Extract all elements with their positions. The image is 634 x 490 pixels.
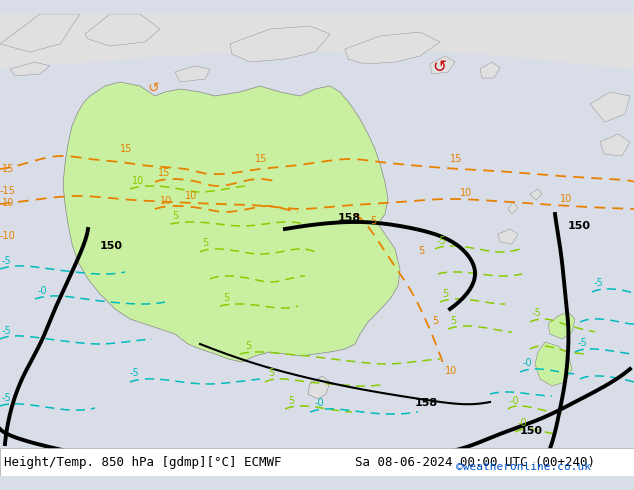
- Polygon shape: [345, 32, 440, 64]
- Text: 10: 10: [445, 366, 457, 376]
- Text: ↺: ↺: [148, 81, 160, 95]
- Text: 5: 5: [172, 211, 178, 221]
- Polygon shape: [10, 62, 50, 76]
- Polygon shape: [308, 376, 330, 399]
- Polygon shape: [175, 66, 210, 82]
- Polygon shape: [0, 14, 80, 52]
- Text: -5: -5: [594, 278, 604, 288]
- Text: 5: 5: [370, 216, 376, 226]
- Text: 15: 15: [158, 168, 171, 178]
- Text: 10: 10: [160, 196, 172, 206]
- Text: -0: -0: [510, 396, 520, 406]
- Text: -0: -0: [315, 398, 325, 408]
- Polygon shape: [498, 229, 518, 244]
- Polygon shape: [548, 312, 575, 339]
- Text: 10: 10: [2, 198, 14, 208]
- Polygon shape: [430, 56, 455, 74]
- Text: 15: 15: [255, 154, 268, 164]
- Text: 10: 10: [185, 191, 197, 201]
- Text: 5: 5: [432, 316, 438, 326]
- Text: 5: 5: [288, 396, 294, 406]
- Polygon shape: [590, 92, 630, 122]
- Text: 126: 126: [258, 464, 281, 474]
- Text: -5: -5: [578, 338, 588, 348]
- Text: 150: 150: [568, 221, 591, 231]
- Text: 5: 5: [450, 316, 456, 326]
- Text: 5: 5: [223, 293, 230, 303]
- Polygon shape: [600, 134, 630, 156]
- Text: 5: 5: [245, 341, 251, 351]
- Text: -5: -5: [2, 393, 12, 403]
- Text: -5: -5: [2, 326, 12, 336]
- Text: -0: -0: [523, 358, 533, 368]
- Bar: [0, 448, 634, 476]
- Text: Height/Temp. 850 hPa [gdmp][°C] ECMWF: Height/Temp. 850 hPa [gdmp][°C] ECMWF: [4, 456, 281, 468]
- Text: 5: 5: [202, 238, 208, 248]
- Text: 10: 10: [132, 176, 145, 186]
- Text: -0: -0: [518, 418, 527, 428]
- Text: 10: 10: [560, 194, 573, 204]
- Text: 15: 15: [120, 144, 133, 154]
- Text: Sa 08-06-2024 00:00 UTC (00+240): Sa 08-06-2024 00:00 UTC (00+240): [355, 456, 595, 468]
- Polygon shape: [0, 14, 634, 69]
- Polygon shape: [535, 342, 572, 386]
- Polygon shape: [63, 82, 400, 362]
- Text: -15: -15: [0, 186, 16, 196]
- Text: 10: 10: [460, 188, 472, 198]
- Text: 15: 15: [2, 164, 15, 174]
- Polygon shape: [230, 26, 330, 62]
- Polygon shape: [530, 189, 542, 200]
- Text: 142: 142: [490, 454, 514, 464]
- Text: 158: 158: [338, 213, 361, 223]
- Text: 5: 5: [268, 368, 275, 378]
- Text: ©weatheronline.co.uk: ©weatheronline.co.uk: [456, 462, 592, 472]
- Text: -0: -0: [38, 286, 48, 296]
- Text: ↺: ↺: [432, 58, 446, 76]
- Text: -5: -5: [130, 368, 139, 378]
- Text: -5: -5: [532, 308, 541, 318]
- Text: 5: 5: [418, 246, 424, 256]
- Text: 150: 150: [100, 241, 123, 251]
- Text: -10: -10: [0, 231, 16, 241]
- Polygon shape: [508, 202, 518, 214]
- Text: 15: 15: [450, 154, 462, 164]
- Text: -5: -5: [2, 256, 12, 266]
- Text: 150: 150: [520, 426, 543, 436]
- Polygon shape: [480, 62, 500, 78]
- Text: 5: 5: [442, 289, 448, 299]
- Text: -5: -5: [437, 236, 447, 246]
- Text: 158: 158: [415, 398, 438, 408]
- Text: 134: 134: [130, 458, 153, 468]
- Polygon shape: [85, 14, 160, 46]
